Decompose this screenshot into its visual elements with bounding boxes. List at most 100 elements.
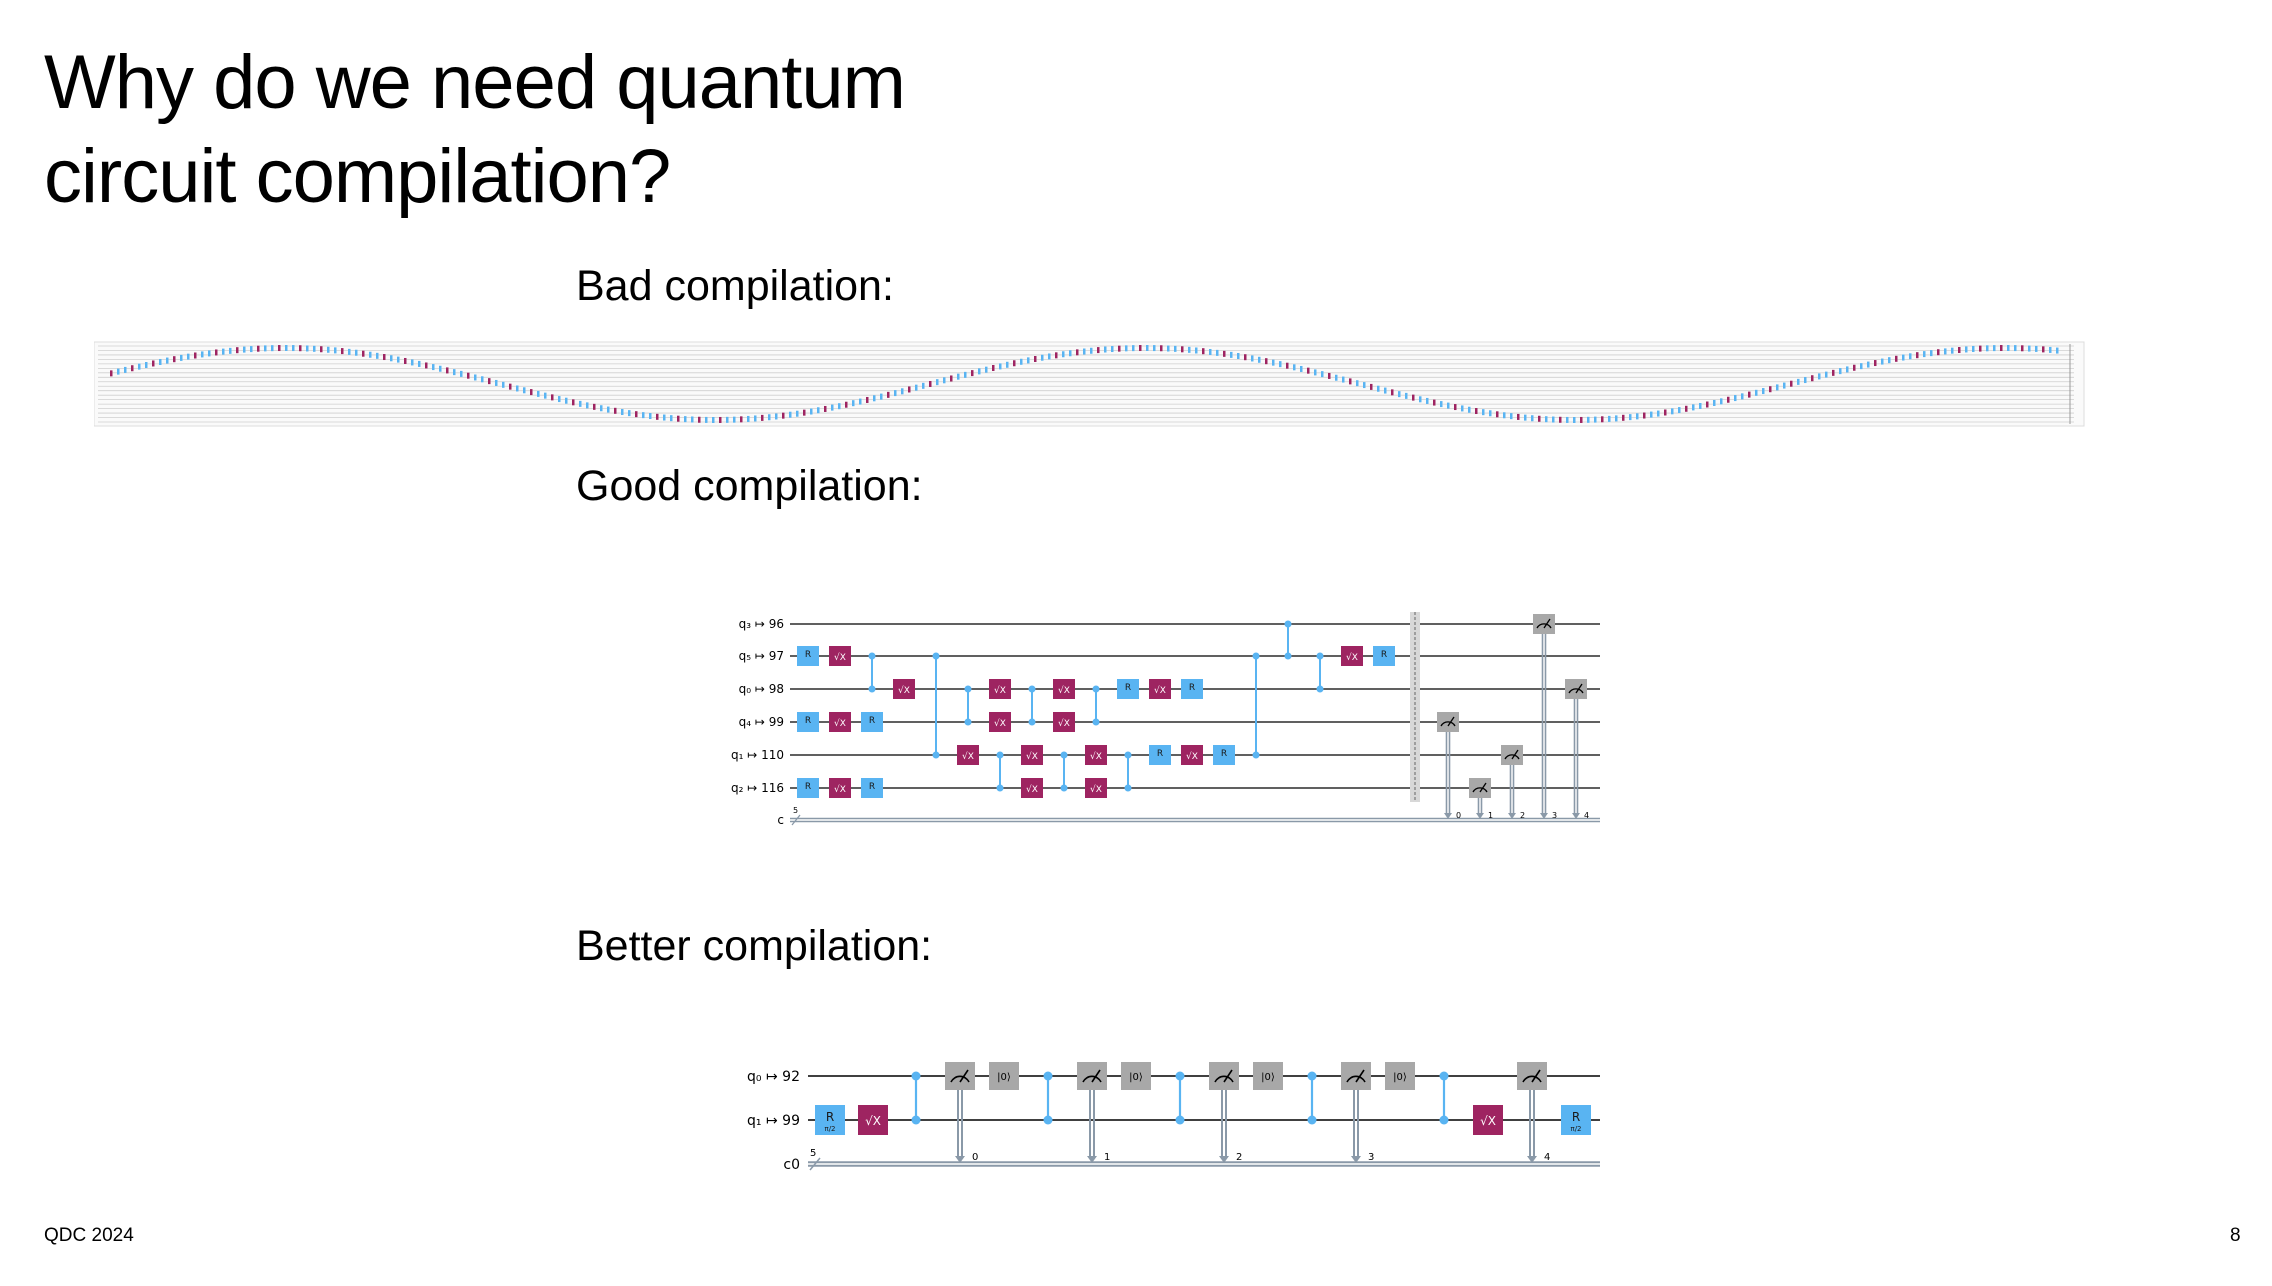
bad-gate-mark [943,377,946,384]
sx-gate [1149,679,1171,699]
bad-gate-mark [1307,367,1310,374]
bad-gate-mark [1790,380,1793,387]
bad-gate-mark [1433,399,1436,406]
bad-gate-mark [1552,416,1555,423]
rz-gate-label: R [1381,650,1387,660]
bad-gate-mark [817,407,820,414]
bad-gate-mark [215,349,218,356]
bad-gate-mark [586,402,589,409]
bad-gate-mark [1265,358,1268,365]
bad-gate-mark [1482,409,1485,416]
measure-dial [1346,1075,1366,1083]
bad-gate-mark [236,347,239,354]
bad-gate-mark [1286,362,1289,369]
bad-gate-mark [1699,402,1702,409]
measure-arrow [1219,1156,1229,1163]
bad-gate-mark [1972,345,1975,352]
reset-gate-label: |0⟩ [1129,1072,1143,1083]
qubit-label: q₅ ↦ 97 [739,649,784,663]
cz-control-dot [1124,751,1132,759]
bad-gate-mark [1454,404,1457,411]
sx-gate-label: √X [994,685,1006,696]
rz-gate-label: R [1189,683,1195,693]
bad-gate-mark [1244,354,1247,361]
sx-gate [1341,646,1363,666]
bad-gate-mark [404,357,407,364]
sx-gate [957,745,979,765]
bad-gate-mark [880,393,883,400]
cz-control-dot [1284,620,1292,628]
bad-gate-mark [908,386,911,393]
bad-gate-mark [320,346,323,353]
bad-gate-mark [1167,345,1170,352]
qubit-label: q₁ ↦ 110 [731,748,784,762]
bad-gate-mark [733,416,736,423]
bad-gate-mark [1475,407,1478,414]
bad-gate-mark [1510,413,1513,420]
bad-gate-mark [1055,352,1058,359]
bad-gate-mark [1335,374,1338,381]
bad-gate-mark [474,374,477,381]
bad-gate-mark [831,404,834,411]
sx-gate [829,712,851,732]
bad-gate-mark [656,413,659,420]
bad-gate-mark [1594,416,1597,423]
bad-gate-mark [1104,346,1107,353]
bad-gate-mark [1615,415,1618,422]
cz-control-dot [1439,1115,1449,1125]
classical-count: 5 [793,806,798,815]
bad-gate-mark [1125,345,1128,352]
bad-gate-mark [852,400,855,407]
cz-control-dot [1284,652,1292,660]
bad-gate-mark [138,363,141,370]
cz-control-dot [1439,1071,1449,1081]
bad-gate-mark [649,413,652,420]
rz-gate [815,1105,845,1135]
rz-gate-label: R [869,782,875,792]
bad-gate-mark [1293,364,1296,371]
bad-gate-mark [1272,359,1275,366]
bad-gate-mark [1405,392,1408,399]
bad-gate-mark [1580,416,1583,423]
sx-gate-label: √X [865,1114,881,1128]
bad-gate-mark [936,379,939,386]
bad-gate-mark [334,347,337,354]
bad-gate-mark [1720,398,1723,405]
bad-gate-mark [194,352,197,359]
bad-gate-mark [201,351,204,358]
bad-gate-mark [439,365,442,372]
bad-gate-mark [964,371,967,378]
bad-gate-mark [1986,345,1989,352]
slide-title: Why do we need quantum circuit compilati… [44,36,1144,224]
bad-gate-mark [1195,347,1198,354]
bad-gate-mark [1321,371,1324,378]
rz-gate [1213,745,1235,765]
bad-gate-mark [803,409,806,416]
good-compilation-label: Good compilation: [576,462,923,510]
sx-gate-label: √X [1186,751,1198,762]
bad-gate-mark [1251,355,1254,362]
rz-gate-label: R [805,782,811,792]
bad-gate-mark [796,410,799,417]
bad-gate-mark [859,398,862,405]
bad-gate-mark [1363,382,1366,389]
bad-gate-mark [306,345,309,352]
bad-gate-mark [383,354,386,361]
rz-gate [1149,745,1171,765]
sx-gate-label: √X [994,718,1006,729]
bad-gate-mark [579,400,582,407]
bad-gate-mark [1776,384,1779,391]
bad-gate-mark [1202,348,1205,355]
measure-arrow [955,1156,965,1163]
bad-gate-mark [229,347,232,354]
bad-gate-mark [1923,351,1926,358]
reset-gate-label: |0⟩ [1393,1072,1407,1083]
bad-gate-mark [362,350,365,357]
bad-gate-mark [810,408,813,415]
bad-gate-mark [565,397,568,404]
bad-gate-mark [481,376,484,383]
bad-gate-mark [824,405,827,412]
bad-gate-mark [460,370,463,377]
bad-gate-mark [1139,345,1142,352]
sx-gate-label: √X [898,685,910,696]
